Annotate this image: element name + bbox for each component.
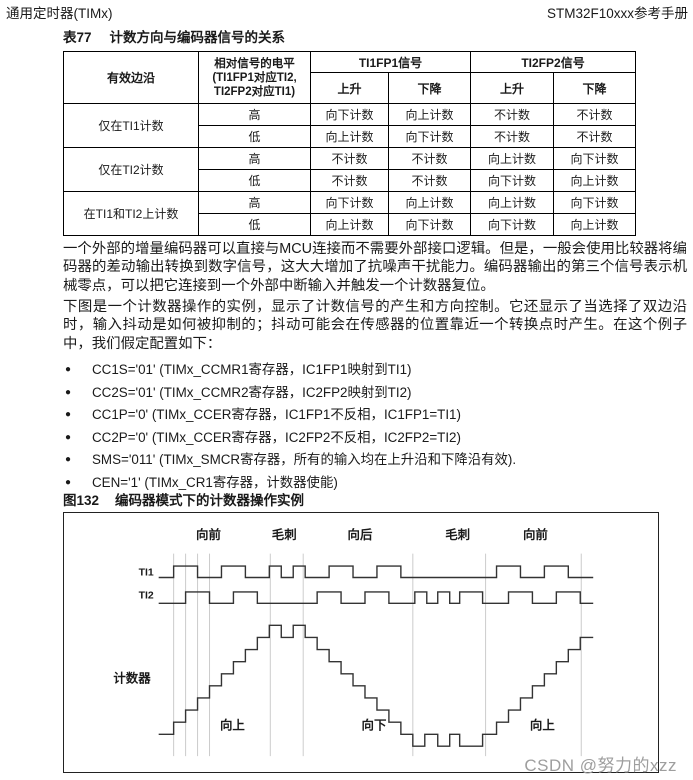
bullet-text: CC1S='01' (TIMx_CCMR1寄存器，IC1FP1映射到TI1) xyxy=(92,362,412,377)
bullet-item: ● CC1P='0' (TIMx_CCER寄存器，IC1FP1不反相，IC1FP1… xyxy=(63,404,687,427)
bullet-text: CC2P='0' (TIMx_CCER寄存器，IC2FP2不反相，IC2FP2=… xyxy=(92,429,461,445)
watermark: CSDN @努力的xzz xyxy=(524,756,677,775)
active-edge-cell: 仅在TI2计数 xyxy=(63,147,199,192)
active-edge-cell: 在TI1和TI2上计数 xyxy=(63,191,199,236)
count-direction-label: 向上 xyxy=(220,717,245,732)
ti2-signal-label: TI2 xyxy=(139,590,154,601)
table-caption: 表77 计数方向与编码器信号的关系 xyxy=(63,26,285,46)
count-direction-cell: 向下计数 xyxy=(470,169,555,192)
bullet-item: ● CEN='1' (TIMx_CR1寄存器，计数器使能) xyxy=(63,472,687,495)
count-direction-cell: 向上计数 xyxy=(387,103,472,126)
bullet-icon: ● xyxy=(65,386,72,398)
bullet-text: SMS='011' (TIMx_SMCR寄存器，所有的输入均在上升沿和下降沿有效… xyxy=(92,452,517,468)
level-cell: 低 xyxy=(198,213,311,236)
count-direction-cell: 向上计数 xyxy=(310,213,389,236)
count-direction-cell: 不计数 xyxy=(553,125,637,148)
encoder-signal-table: 有效边沿 相对信号的电平 (TI1FP1对应TI2, TI2FP2对应TI1) … xyxy=(63,51,637,236)
table-row: 仅在TI1计数高向下计数 向上计数 不计数 不计数 xyxy=(63,103,637,148)
count-direction-cell: 向下计数 xyxy=(310,191,389,214)
level-cell: 高 xyxy=(198,191,311,214)
bullet-icon: ● xyxy=(65,476,72,488)
table-row: 在TI1和TI2上计数高向下计数 向上计数 向上计数 向下计数 xyxy=(63,191,637,236)
count-direction-cell: 向上计数 xyxy=(387,191,472,214)
bullet-icon: ● xyxy=(65,409,72,421)
count-direction-cell: 不计数 xyxy=(310,169,389,192)
level-cell: 低 xyxy=(198,169,311,192)
table-row: 低向上计数 向下计数 不计数 不计数 xyxy=(64,125,637,148)
ti1-signal-label: TI1 xyxy=(139,568,154,579)
direction-label: 向前 xyxy=(523,527,548,542)
level-cell: 高 xyxy=(198,147,311,170)
direction-label: 毛刺 xyxy=(445,527,470,542)
bullet-text: CC2S='01' (TIMx_CCMR2寄存器，IC2FP2映射到TI2) xyxy=(92,384,412,400)
direction-label: 向后 xyxy=(348,527,373,542)
count-direction-cell: 不计数 xyxy=(387,147,472,170)
bullet-item: ● CC2P='0' (TIMx_CCER寄存器，IC2FP2不反相，IC2FP2… xyxy=(63,427,687,450)
count-direction-cell: 向上计数 xyxy=(553,213,637,236)
paragraph-example-intro: 下图是一个计数器操作的实例，显示了计数信号的产生和方向控制。它还显示了当选择了双… xyxy=(63,299,687,352)
count-direction-cell: 不计数 xyxy=(470,125,555,148)
count-direction-cell: 向上计数 xyxy=(310,125,389,148)
active-edge-cell: 仅在TI1计数 xyxy=(63,103,199,148)
count-direction-cell: 向上计数 xyxy=(470,147,555,170)
count-direction-cell: 向下计数 xyxy=(387,213,472,236)
count-direction-cell: 不计数 xyxy=(553,103,637,126)
figure-box: 向前 毛刺 向后 毛刺 向前向上 向下 向上 TI1 TI2 计数器 xyxy=(63,512,659,773)
figure-caption-number: 图132 xyxy=(63,493,100,508)
column-header-falling-2: 下降 xyxy=(553,72,637,104)
bullet-icon: ● xyxy=(65,364,72,375)
column-header-relative-level: 相对信号的电平 (TI1FP1对应TI2, TI2FP2对应TI1) xyxy=(198,51,311,104)
count-direction-cell: 不计数 xyxy=(470,103,555,126)
column-header-ti2fp2: TI2FP2信号 xyxy=(470,51,637,73)
level-cell: 低 xyxy=(198,125,311,148)
column-header-ti1fp1: TI1FP1信号 xyxy=(309,51,472,73)
bullet-icon: ● xyxy=(65,454,72,466)
signal-table-body: 仅在TI1计数高向下计数 向上计数 不计数 不计数低向上计数 向下计数 不计数 不计数 仅在T… xyxy=(63,103,637,236)
count-direction-cell: 向下计数 xyxy=(310,103,389,126)
column-header-rising-1: 上升 xyxy=(310,72,389,104)
count-direction-label: 向上 xyxy=(530,717,555,732)
direction-label: 毛刺 xyxy=(272,527,297,542)
configuration-bullet-list: ● CC1S='01' (TIMx_CCMR1寄存器，IC1FP1映射到TI1) ●… xyxy=(63,359,687,495)
count-direction-cell: 向下计数 xyxy=(553,191,637,214)
table-caption-number: 表77 xyxy=(63,30,92,45)
table-row: 仅在TI2计数高不计数 不计数 向上计数 向下计数 xyxy=(63,147,637,192)
count-direction-cell: 向下计数 xyxy=(553,147,637,170)
ti2-waveform xyxy=(158,591,594,604)
counter-label: 计数器 xyxy=(113,671,151,686)
column-header-falling-1: 下降 xyxy=(387,72,472,104)
level-cell: 高 xyxy=(198,103,311,126)
bullet-text: CC1P='0' (TIMx_CCER寄存器，IC1FP1不反相，IC1FP1=… xyxy=(92,407,461,423)
counter-waveform xyxy=(158,624,594,747)
direction-label: 向前 xyxy=(196,527,221,542)
bullet-item: ● SMS='011' (TIMx_SMCR寄存器，所有的输入均在上升沿和下降沿有… xyxy=(63,449,687,472)
count-direction-cell: 不计数 xyxy=(387,169,472,192)
table-row: 低向上计数 向下计数 向下计数 向上计数 xyxy=(64,213,637,236)
column-header-rising-2: 上升 xyxy=(470,72,555,104)
column-header-active-edge: 有效边沿 xyxy=(63,51,199,104)
paragraph-encoder-intro: 一个外部的增量编码器可以直接与MCU连接而不需要外部接口逻辑。但是，一般会使用比… xyxy=(63,241,687,294)
figure-caption: 图132 编码器模式下的计数器操作实例 xyxy=(63,489,304,509)
bullet-item: ● CC2S='01' (TIMx_CCMR2寄存器，IC2FP2映射到TI2) xyxy=(63,382,687,405)
count-direction-cell: 不计数 xyxy=(310,147,389,170)
count-direction-label: 向下 xyxy=(362,717,387,732)
table-caption-text: 计数方向与编码器信号的关系 xyxy=(109,30,286,45)
bullet-text: CEN='1' (TIMx_CR1寄存器，计数器使能) xyxy=(92,474,338,490)
count-direction-cell: 向下计数 xyxy=(470,213,555,236)
bullet-item: ● CC1S='01' (TIMx_CCMR1寄存器，IC1FP1映射到TI1) xyxy=(63,359,687,382)
count-direction-cell: 向上计数 xyxy=(553,169,637,192)
bullet-icon: ● xyxy=(65,431,72,443)
ti1-waveform xyxy=(158,565,594,579)
figure-caption-text: 编码器模式下的计数器操作实例 xyxy=(115,493,305,508)
page-header-right: STM32F10xxx参考手册 xyxy=(546,6,688,21)
page-header-left: 通用定时器(TIMx) xyxy=(6,6,113,21)
count-direction-cell: 向上计数 xyxy=(470,191,555,214)
count-direction-cell: 向下计数 xyxy=(387,125,472,148)
